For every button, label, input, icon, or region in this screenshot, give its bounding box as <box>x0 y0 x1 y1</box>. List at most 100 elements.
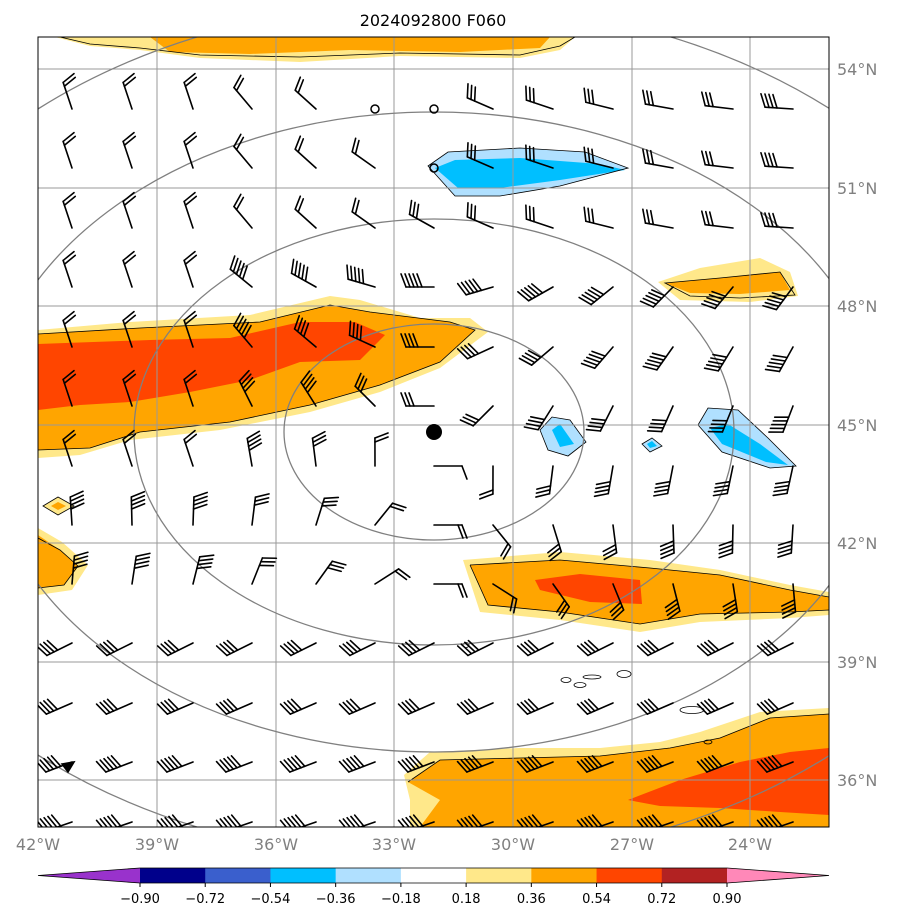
lat-label: 39°N <box>837 653 877 672</box>
wind-barb <box>38 698 73 715</box>
wind-barb <box>525 85 554 110</box>
wind-barb <box>466 83 494 110</box>
wind-barb <box>279 698 317 715</box>
wind-barb <box>756 755 794 773</box>
positive-region <box>38 322 385 410</box>
wind-barb <box>62 429 77 467</box>
lat-label: 42°N <box>837 534 877 553</box>
wind-barb <box>183 310 198 348</box>
wind-barb <box>183 250 198 288</box>
lon-label: 27°W <box>610 835 654 854</box>
wind-barb <box>707 405 734 433</box>
wind-barb <box>762 286 794 311</box>
lat-label: 45°N <box>837 416 877 435</box>
contour-line <box>641 437 663 453</box>
wind-barb <box>433 465 468 480</box>
wind-barb <box>517 283 554 302</box>
wind-barb <box>722 583 739 620</box>
wind-barb <box>397 698 435 715</box>
wind-barb <box>279 639 317 657</box>
wind-barb <box>62 131 77 169</box>
wind-barb <box>183 131 198 169</box>
wind-barb <box>122 310 137 348</box>
colorbar-segment <box>270 868 337 883</box>
negative-region <box>647 441 657 448</box>
wind-barb <box>700 150 734 169</box>
contour-line <box>703 739 713 745</box>
wind-pennant <box>60 760 76 774</box>
wind-barb <box>433 524 468 539</box>
wind-barb <box>639 286 674 308</box>
wind-barb <box>156 755 194 773</box>
wind-barb <box>664 583 681 620</box>
colorbar-segment <box>205 868 271 883</box>
wind-barb <box>642 89 674 110</box>
map-frame <box>37 36 830 828</box>
contour-line <box>697 407 797 469</box>
wind-barb <box>516 698 554 715</box>
wind-barb <box>95 755 133 773</box>
wind-barb <box>238 369 256 407</box>
wind-barb <box>700 210 734 229</box>
contour-line <box>663 271 796 299</box>
wind-barb <box>642 148 674 169</box>
contour-line <box>560 677 572 683</box>
contour-line <box>539 416 587 457</box>
contour-line <box>616 670 632 678</box>
wind-barb <box>131 552 151 585</box>
wind-barb <box>642 208 674 229</box>
wind-barb <box>701 286 734 310</box>
wind-barb <box>374 502 407 526</box>
wind-barb <box>777 524 794 558</box>
wind-barb <box>122 369 137 407</box>
wind-barb <box>523 405 554 431</box>
range-rings <box>38 37 829 827</box>
positive-region <box>51 502 66 510</box>
wind-barb <box>300 370 317 407</box>
calm-circle <box>429 163 439 173</box>
wind-barb <box>122 250 137 288</box>
wind-barb <box>348 320 376 348</box>
contour-line <box>573 682 587 688</box>
wind-barb <box>338 639 376 657</box>
wind-barb <box>311 430 327 467</box>
wind-barb <box>479 465 494 500</box>
wind-barb <box>636 755 674 773</box>
contour-line <box>59 37 576 58</box>
wind-barb <box>279 814 317 827</box>
wind-barb <box>38 639 73 657</box>
wind-barb <box>130 490 146 526</box>
wind-barb <box>233 193 253 229</box>
wind-barb <box>433 583 468 598</box>
wind-barb <box>772 465 794 497</box>
wind-barb <box>576 755 614 773</box>
wind-barb <box>294 135 317 169</box>
contour-line <box>582 674 602 680</box>
wind-barb <box>583 206 614 229</box>
wind-barb <box>192 554 215 585</box>
center-marker <box>426 424 442 440</box>
wind-barb <box>585 405 614 432</box>
wind-barb <box>580 346 614 370</box>
wind-barb <box>315 496 340 526</box>
wind-barb <box>95 698 133 715</box>
wind-barb <box>518 346 554 366</box>
wind-barb <box>122 131 137 169</box>
wind-barb <box>492 583 518 614</box>
wind-barb <box>95 639 133 657</box>
wind-barb <box>400 392 435 407</box>
wind-barb <box>156 639 194 657</box>
wind-barb <box>583 87 614 110</box>
wind-barb <box>718 524 734 559</box>
colorbar-tick-label: 0.36 <box>517 892 546 907</box>
colorbar-segment <box>140 868 206 883</box>
lat-label: 54°N <box>837 60 877 79</box>
colorbar-segment <box>596 868 663 883</box>
wind-barb <box>397 755 435 773</box>
wind-barb <box>315 560 347 585</box>
wind-barb <box>636 698 674 715</box>
wind-barb <box>456 698 494 715</box>
wind-barb <box>251 557 278 585</box>
wind-barb <box>760 152 794 169</box>
